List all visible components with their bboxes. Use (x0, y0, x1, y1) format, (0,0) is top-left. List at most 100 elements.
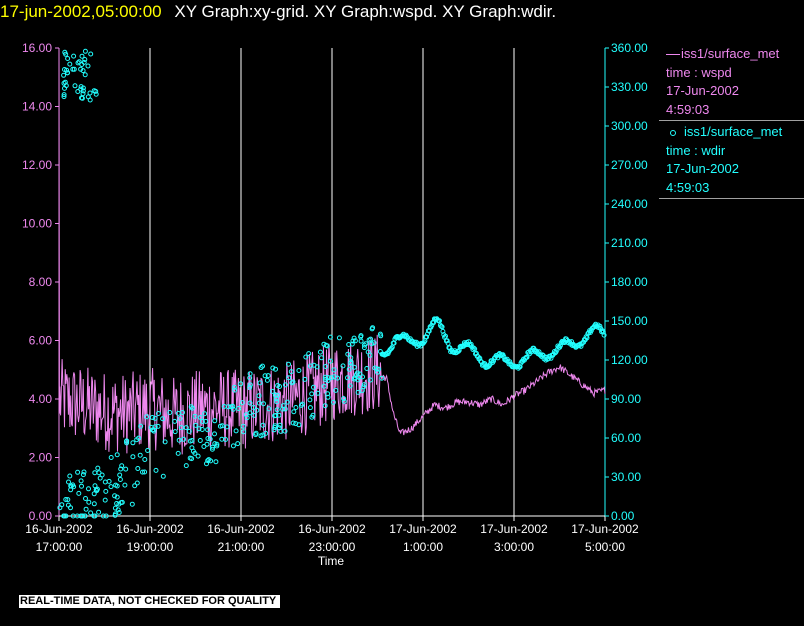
wdir-point (368, 377, 373, 383)
wdir-point (79, 53, 85, 59)
wdir-point (325, 378, 331, 384)
wdir-point (328, 358, 333, 364)
wdir-point (288, 369, 294, 375)
wdir-point (291, 409, 297, 415)
wdir-point (62, 79, 68, 85)
wdir-point (354, 370, 360, 376)
wdir-point (233, 428, 239, 434)
wdir-point (331, 367, 337, 373)
wdir-point (63, 51, 69, 57)
left-tick-label: 2.00 (29, 451, 53, 465)
wdir-point (240, 423, 246, 429)
wdir-point (70, 513, 76, 519)
wdir-point (82, 48, 88, 54)
wdir-point (116, 510, 122, 515)
wdir-point (262, 373, 268, 379)
x-tick-label-date: 17-Jun-2002 (389, 522, 457, 536)
wdir-point (187, 455, 193, 461)
wdir-point (61, 94, 67, 100)
wdir-point (71, 53, 77, 59)
wdir-point (103, 488, 109, 494)
wdir-point (273, 413, 279, 418)
wdir-point (87, 90, 93, 96)
x-tick-label-time: 3:00:00 (494, 540, 534, 554)
wdir-point (92, 470, 98, 476)
wdir-point (83, 496, 88, 501)
wdir-point (472, 346, 478, 352)
wdir-point (61, 72, 67, 78)
wdir-point (219, 423, 225, 429)
wdir-point (355, 377, 361, 383)
wdir-point (263, 430, 269, 436)
left-tick-label: 10.00 (22, 217, 52, 231)
wdir-point (345, 351, 351, 357)
wdir-point (293, 405, 299, 410)
wdir-point (132, 483, 138, 489)
wdir-point (230, 443, 236, 449)
wdir-point (201, 444, 207, 449)
wdir-point (118, 466, 124, 472)
wdir-point (162, 439, 168, 445)
wdir-point (371, 340, 377, 346)
wdir-point (183, 425, 189, 431)
wdir-point (361, 342, 367, 348)
wdir-point (358, 338, 364, 344)
wdir-point (155, 411, 161, 416)
wdir-point (78, 478, 84, 484)
wdir-point (346, 342, 352, 347)
wdir-point (112, 505, 118, 511)
wdir-point (228, 404, 234, 410)
wdir-point (130, 454, 136, 460)
wdir-point (341, 398, 347, 404)
wdir-point (274, 399, 280, 405)
wdir-point (67, 61, 73, 67)
legend-entry-wdir: iss1/surface_met time : wdir 17-Jun-2002… (663, 123, 804, 197)
wdir-point (122, 482, 128, 488)
right-tick-label: 180.00 (611, 275, 648, 289)
x-tick-label-date: 16-Jun-2002 (298, 522, 366, 536)
wdir-point (172, 429, 178, 435)
wdir-point (307, 405, 313, 411)
x-tick-label-time: 19:00:00 (127, 540, 174, 554)
x-tick-label-date: 16-Jun-2002 (25, 522, 93, 536)
wdir-point (322, 403, 328, 409)
left-axis-tick-labels: 0.00 2.00 4.00 6.00 8.00 10.00 12.00 14.00 16.00 (22, 41, 59, 523)
title-graphs: XY Graph:xy-grid. XY Graph:wspd. XY Grap… (174, 2, 557, 21)
wdir-point (78, 86, 84, 92)
wdir-point (273, 396, 279, 402)
wdir-point (112, 512, 118, 518)
wdir-point (85, 63, 91, 69)
wdir-point (524, 354, 530, 360)
wdir-point (241, 429, 247, 435)
wdir-point (70, 482, 76, 488)
wdir-point (129, 501, 135, 507)
wdir-point (205, 436, 211, 441)
legend-wdir-date: 17-Jun-2002 (666, 161, 739, 176)
wdir-point (358, 334, 364, 340)
right-tick-label: 240.00 (611, 197, 648, 211)
wdir-point (350, 338, 356, 344)
wdir-point (68, 505, 73, 511)
wdir-point (277, 384, 282, 389)
wdir-point (68, 487, 74, 493)
wdir-point (311, 384, 316, 390)
wdir-point (142, 457, 148, 462)
wdir-point (361, 382, 367, 388)
wdir-point (64, 70, 70, 76)
x-tick-label-time: 1:00:00 (403, 540, 443, 554)
wdir-point (116, 501, 122, 507)
wdir-point (65, 56, 71, 61)
wdir-point (160, 473, 166, 479)
wdir-point (260, 422, 266, 428)
wdir-point (236, 406, 242, 411)
wdir-point (440, 328, 446, 334)
wdir-point (190, 448, 196, 454)
wdir-point (223, 437, 228, 442)
wdir-point (253, 432, 259, 438)
wdir-point (280, 403, 286, 409)
wdir-point (72, 83, 78, 89)
wdir-point (351, 335, 357, 341)
wdir-point (212, 418, 218, 424)
wdir-point (71, 66, 77, 72)
